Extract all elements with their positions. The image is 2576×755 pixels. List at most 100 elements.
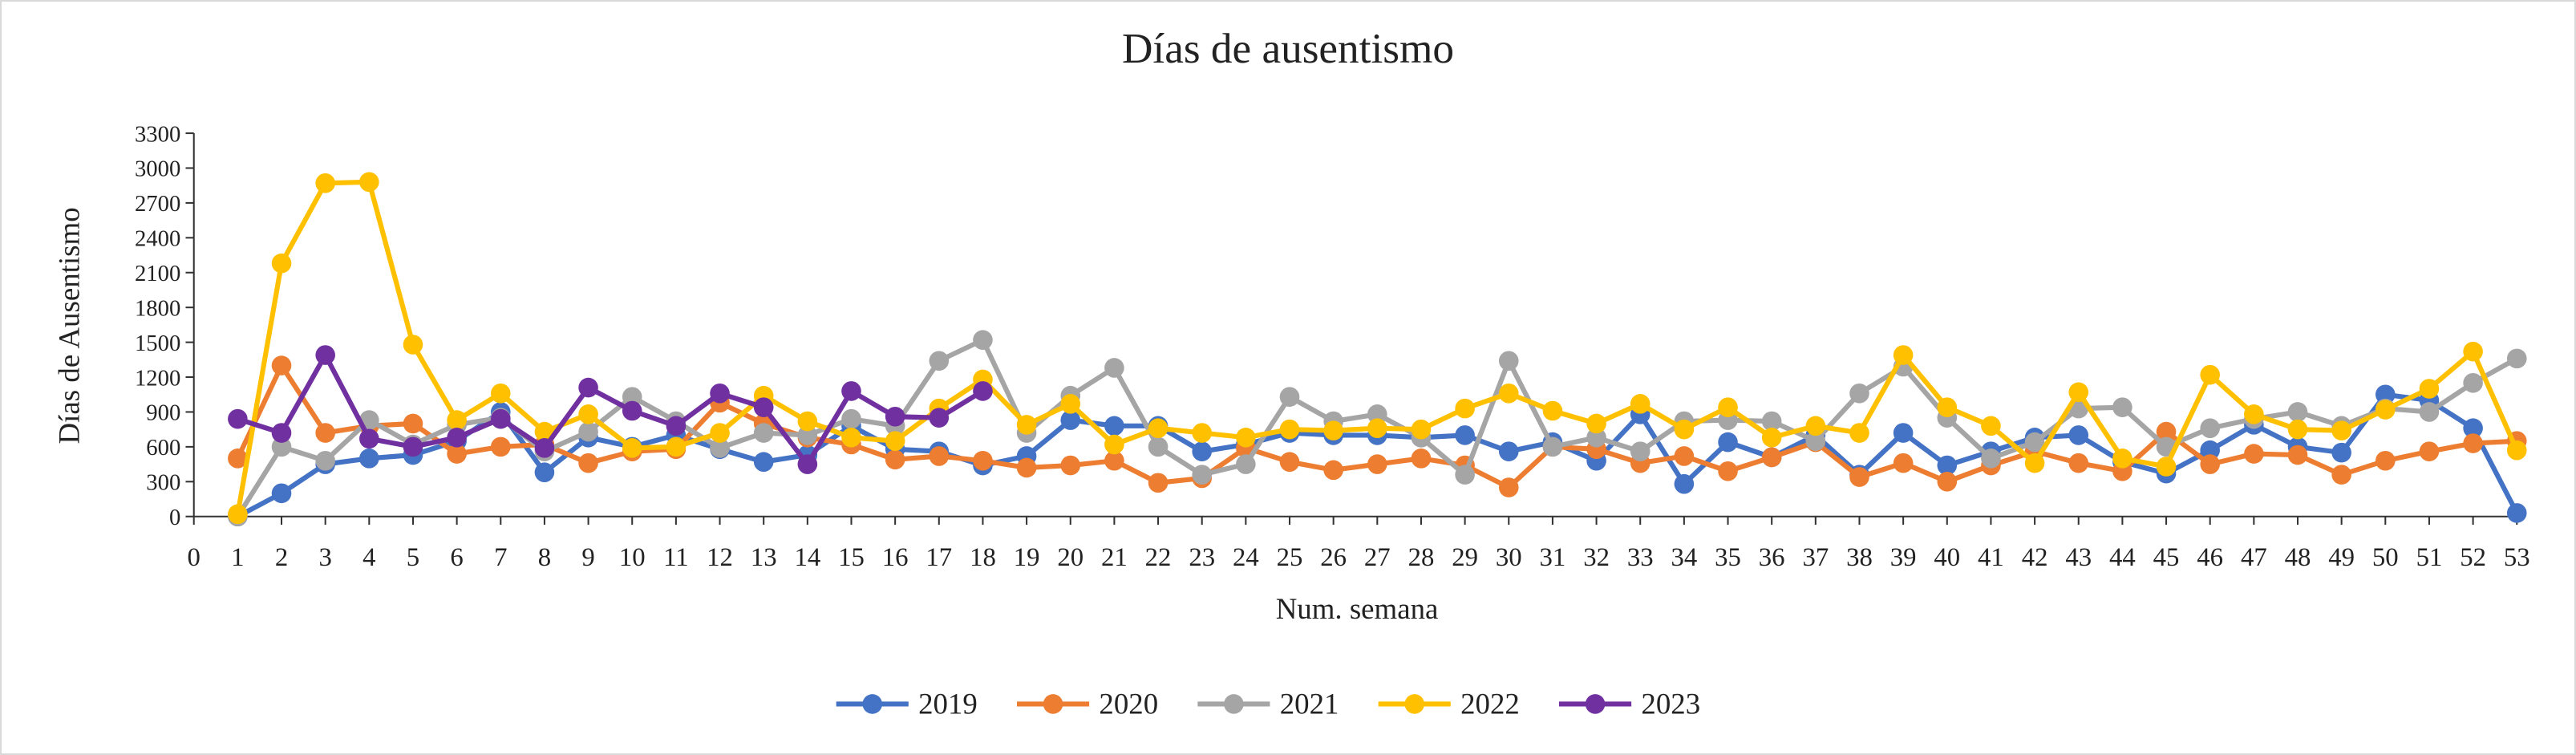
data-point [228,449,248,469]
data-point [1367,418,1387,439]
data-point [447,428,467,448]
x-axis-label: Num. semana [1276,592,1439,625]
data-point [403,413,423,434]
x-tick-label: 4 [363,543,375,572]
data-point [1104,416,1124,436]
data-point [271,355,292,375]
data-point [885,449,905,470]
data-point [1498,477,1519,497]
data-point [1279,387,1300,407]
x-tick-label: 28 [1408,543,1435,572]
data-point [2024,432,2045,453]
data-point [1104,450,1124,471]
data-point [490,383,511,404]
data-point [1192,441,1212,461]
x-tick-label: 24 [1233,543,1259,572]
data-point [534,462,555,483]
x-tick-label: 41 [1978,543,2004,572]
data-point [2419,441,2440,461]
data-point [2200,364,2220,385]
data-point [1893,453,1914,473]
x-tick-label: 43 [2065,543,2092,572]
x-tick-label: 18 [970,543,996,572]
data-point [1981,449,2001,469]
data-point [1323,420,1343,440]
data-point [1718,397,1738,417]
data-point [710,438,730,458]
x-tick-label: 8 [538,543,551,572]
legend-item: 2019 [836,688,978,720]
data-point [753,452,774,473]
x-tick-label: 5 [407,543,419,572]
data-point [1981,416,2001,436]
x-tick-label: 48 [2285,543,2311,572]
data-point [1411,449,1432,469]
x-tick-label: 52 [2460,543,2486,572]
data-point [841,428,861,448]
data-point [2419,402,2440,422]
x-tick-label: 32 [1583,543,1610,572]
data-point [797,411,818,432]
data-point [973,330,993,351]
data-point [1455,465,1475,485]
x-tick-label: 49 [2328,543,2355,572]
data-point [2376,450,2396,471]
x-tick-label: 42 [2022,543,2048,572]
x-tick-label: 15 [838,543,865,572]
x-tick-label: 0 [188,543,200,572]
data-point [1937,472,1958,492]
data-point [1060,410,1081,430]
data-point [359,449,379,469]
x-tick-label: 44 [2109,543,2136,572]
data-point [2463,433,2483,453]
data-point [403,436,423,457]
data-point [1630,394,1651,414]
x-tick-label: 53 [2504,543,2530,572]
data-point [973,450,993,471]
x-tick-label: 40 [1934,543,1960,572]
data-point [2068,425,2089,445]
data-point [1893,345,1914,365]
data-point [271,483,292,504]
data-point [622,400,642,421]
data-point [929,351,950,371]
x-tick-label: 46 [2197,543,2223,572]
legend-swatch-marker [1043,694,1063,714]
x-tick-label: 20 [1057,543,1083,572]
data-point [1192,465,1212,485]
data-point [228,408,248,429]
data-point [1805,416,1826,436]
data-point [753,397,774,417]
data-point [1893,423,1914,443]
data-point [841,381,861,401]
data-point [490,408,511,429]
data-point [1016,457,1037,478]
x-tick-label: 39 [1890,543,1917,572]
data-point [490,436,511,457]
data-point [2156,421,2177,442]
data-point [447,444,467,464]
data-point [359,428,379,449]
y-tick-label: 1500 [135,331,180,356]
data-point [1761,447,1782,468]
chart-title: Días de ausentismo [1122,25,1454,72]
data-point [1236,428,1256,448]
data-point [1279,452,1300,473]
data-point [1016,415,1037,435]
y-tick-label: 3000 [135,156,180,182]
x-tick-label: 14 [794,543,820,572]
data-point [622,438,642,458]
x-tick-label: 30 [1496,543,1522,572]
data-point [2506,503,2527,523]
data-point [271,253,292,274]
data-point [841,408,861,429]
data-point [534,438,555,458]
y-tick-label: 2700 [135,191,180,217]
x-tick-label: 45 [2153,543,2180,572]
data-point [1542,436,1563,457]
x-tick-label: 3 [318,543,331,572]
x-tick-label: 9 [581,543,594,572]
data-point [2244,404,2264,424]
